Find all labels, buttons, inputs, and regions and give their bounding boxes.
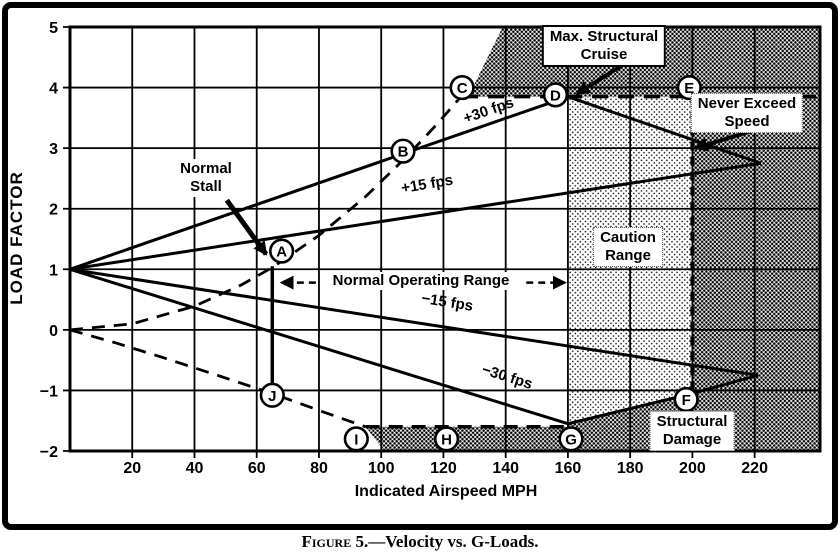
caution-range-line1: Caution	[600, 229, 656, 246]
point-letter-E: E	[684, 80, 694, 97]
envelope-and-gust-lines	[69, 94, 820, 429]
x-tick-180: 180	[617, 460, 644, 477]
envelope-lower-1	[567, 391, 693, 426]
point-circle-D	[542, 82, 569, 108]
label-normal-stall: Normal Stall	[174, 159, 238, 197]
point-circle-J	[259, 382, 285, 408]
point-circle-A	[269, 238, 295, 264]
label-structural-damage: Structural Damage	[649, 411, 735, 451]
point-circle-H	[433, 426, 460, 452]
point-letter-G: G	[565, 431, 577, 448]
point-letter-I: I	[354, 431, 358, 448]
positive-stall-curve	[69, 94, 464, 332]
x-tick-100: 100	[368, 460, 395, 477]
gust-line-minus-15fps	[69, 267, 758, 377]
point-circle-F	[673, 386, 699, 413]
point-letter-B: B	[398, 144, 409, 161]
point-letter-J: J	[268, 388, 276, 405]
point-letter-F: F	[682, 392, 691, 409]
structural-damage-line1: Structural	[656, 413, 728, 430]
never-exceed-line2: Speed	[724, 113, 770, 130]
x-tick-200: 200	[679, 460, 706, 477]
y-tick-5: 5	[49, 20, 58, 37]
gust-line-minus-30fps	[69, 267, 569, 426]
x-tick-160: 160	[555, 460, 582, 477]
tick-labels: 20 40 60 80 100 120 140 160 180 200 220 5 4 3 2 1 0 −1 −2	[40, 20, 768, 477]
negative-stall-curve	[69, 328, 367, 429]
label-caution-range: Caution Range	[593, 227, 663, 267]
point-letter-H: H	[441, 431, 452, 448]
x-tick-120: 120	[430, 460, 457, 477]
x-axis-title: Indicated Airspeed MPH	[354, 483, 538, 500]
x-tick-20: 20	[123, 460, 141, 477]
point-circle-B	[390, 138, 416, 164]
caption: Figure 5.—Velocity vs. G-Loads.	[0, 532, 840, 552]
y-tick-2: 2	[49, 202, 58, 219]
label-never-exceed-speed: Never Exceed Speed	[690, 93, 804, 133]
label-max-structural-cruise: Max. Structural Cruise	[541, 25, 667, 67]
x-tick-220: 220	[741, 460, 768, 477]
y-axis-title: LOAD FACTOR	[7, 171, 26, 305]
x-tick-40: 40	[186, 460, 204, 477]
point-letter-C: C	[457, 80, 468, 97]
normal-stall-line2: Stall	[190, 178, 222, 195]
normal-stall-line1: Normal	[180, 160, 232, 177]
point-letter-A: A	[276, 244, 287, 261]
envelope-lower-2	[692, 373, 759, 395]
structural-damage-line2: Damage	[662, 431, 722, 448]
reference-points: A B C D E F G H I J	[259, 74, 702, 452]
point-circle-C	[449, 74, 475, 101]
x-tick-60: 60	[248, 460, 266, 477]
figure-frame	[2, 2, 838, 530]
never-exceed-line1: Never Exceed	[697, 95, 797, 112]
caution-range-line2: Range	[605, 247, 651, 264]
x-tick-80: 80	[310, 460, 328, 477]
caption-figure-word: Figure	[301, 532, 352, 551]
caption-text: 5.—Velocity vs. G-Loads.	[351, 532, 539, 551]
y-tick-−1: −1	[40, 383, 58, 400]
gust-line-plus-30fps	[69, 95, 569, 271]
label-normal-operating-range: Normal Operating Range	[328, 272, 514, 290]
region-beyond-vne	[692, 96, 820, 451]
y-tick-4: 4	[49, 81, 58, 98]
x-tick-140: 140	[492, 460, 519, 477]
max-structural-cruise-arrow	[575, 60, 629, 96]
point-letter-D: D	[550, 87, 561, 104]
normal-stall-arrow	[224, 198, 269, 256]
max-structural-cruise-line1: Max. Structural	[549, 28, 659, 45]
max-structural-cruise-line2: Cruise	[580, 46, 628, 63]
y-tick-0: 0	[49, 323, 58, 340]
y-tick-3: 3	[49, 141, 58, 158]
y-tick-−2: −2	[40, 444, 58, 461]
y-tick-1: 1	[49, 262, 58, 279]
region-negative-limit-strip	[365, 426, 568, 451]
point-circle-I	[343, 426, 369, 452]
envelope-upper	[567, 95, 762, 165]
point-circle-G	[558, 426, 584, 452]
gust-line-plus-15fps	[69, 161, 762, 271]
